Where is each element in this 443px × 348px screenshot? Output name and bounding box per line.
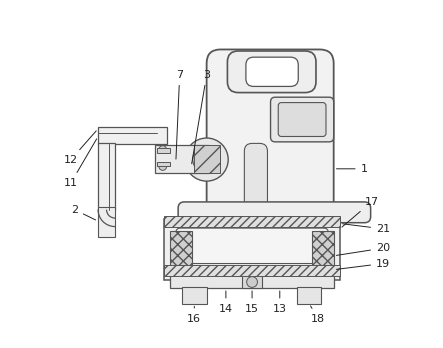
Bar <box>98 207 115 237</box>
Circle shape <box>159 146 167 153</box>
Text: 20: 20 <box>336 243 390 255</box>
Circle shape <box>247 277 257 287</box>
Bar <box>242 274 262 288</box>
Text: 11: 11 <box>64 139 97 188</box>
FancyBboxPatch shape <box>278 103 326 136</box>
Bar <box>171 231 192 273</box>
Bar <box>155 145 209 173</box>
Circle shape <box>193 146 221 173</box>
Text: 21: 21 <box>342 224 390 234</box>
Text: 13: 13 <box>273 291 287 314</box>
Text: 16: 16 <box>187 306 201 324</box>
Text: 17: 17 <box>342 197 379 227</box>
Text: 14: 14 <box>219 291 233 314</box>
FancyBboxPatch shape <box>271 97 334 142</box>
Bar <box>164 216 340 227</box>
Text: 15: 15 <box>245 291 259 314</box>
Circle shape <box>185 138 228 181</box>
Bar <box>171 274 334 288</box>
Bar <box>182 287 206 303</box>
Bar <box>297 287 321 303</box>
Bar <box>164 265 340 276</box>
Text: 12: 12 <box>64 131 96 165</box>
Bar <box>156 148 171 153</box>
Circle shape <box>159 163 167 171</box>
Bar <box>156 162 171 166</box>
FancyBboxPatch shape <box>206 49 334 238</box>
FancyBboxPatch shape <box>227 51 316 93</box>
Text: 7: 7 <box>176 70 183 159</box>
Bar <box>312 231 334 273</box>
Text: 18: 18 <box>311 306 325 324</box>
Bar <box>98 143 115 209</box>
Bar <box>98 127 167 144</box>
Bar <box>164 219 340 280</box>
Text: 2: 2 <box>71 205 96 220</box>
Text: 19: 19 <box>336 259 390 269</box>
Bar <box>194 145 221 173</box>
FancyBboxPatch shape <box>246 57 298 86</box>
FancyBboxPatch shape <box>245 143 268 211</box>
FancyBboxPatch shape <box>178 202 371 223</box>
Text: 3: 3 <box>192 70 210 164</box>
FancyBboxPatch shape <box>176 228 328 263</box>
Text: 1: 1 <box>337 164 368 174</box>
